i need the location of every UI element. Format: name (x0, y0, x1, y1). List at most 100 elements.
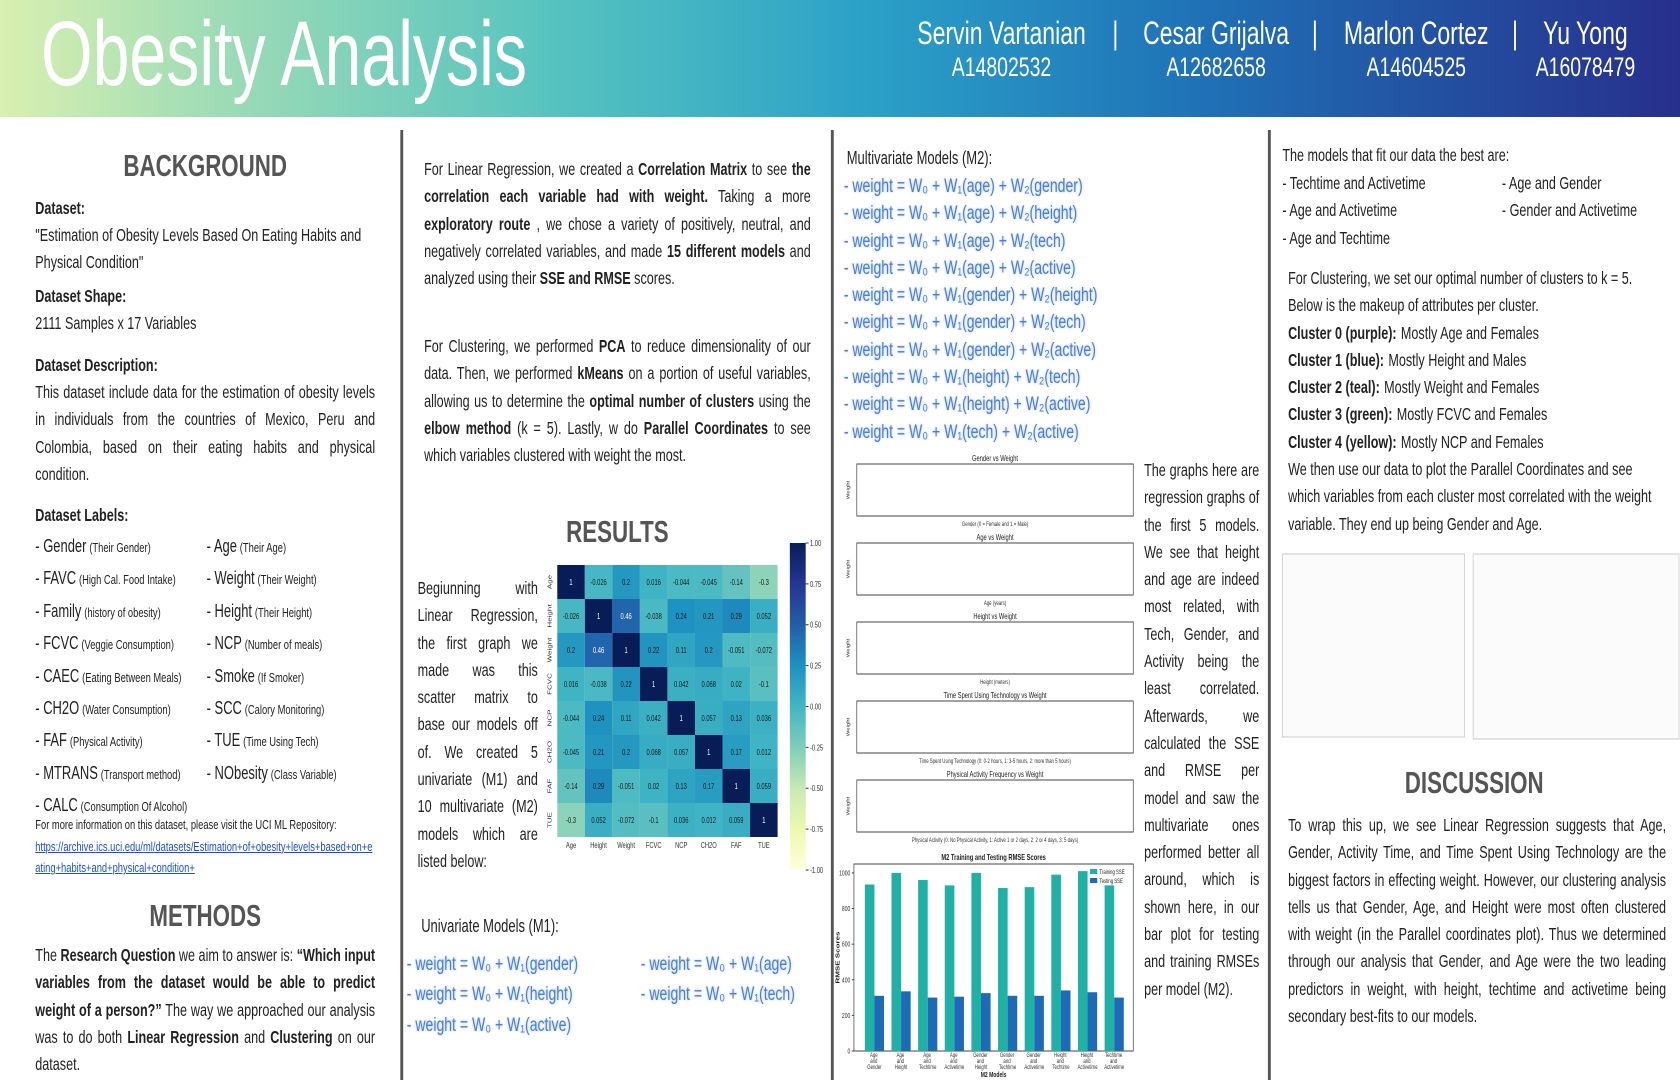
heatmap-cell (557, 701, 585, 735)
column-divider (400, 130, 404, 1080)
text-segment: 15 different models (666, 240, 785, 261)
cell-label: 0.17 (703, 783, 714, 791)
colorbar-tick-label: 0.75 (810, 581, 821, 589)
panel-xlabel: Physical Activity (0: No Physical Activi… (912, 837, 1078, 844)
cell-label: 0.042 (646, 715, 661, 723)
cluster-text: Mostly FCVC and Females (1396, 404, 1548, 425)
label-item: - CALC (Consumption Of Alcohol) (35, 790, 206, 822)
heatmap-cell (667, 769, 695, 803)
text-segment: For Clustering, we performed (424, 336, 599, 356)
cell-label: 0.012 (702, 817, 717, 825)
colorbar-tick-label: -0.50 (810, 786, 823, 794)
cell-label: -0.1 (649, 817, 659, 825)
cell-label: 1 (707, 749, 710, 757)
bar (954, 996, 964, 1051)
cluster-text: Mostly Height and Males (1388, 349, 1527, 370)
cell-label: 0.24 (676, 613, 687, 621)
label-item: - Height (Their Height) (207, 596, 375, 628)
model-equation: - weight = W₀ + W₁(tech) (640, 983, 795, 1006)
cell-label: 0.036 (674, 817, 689, 825)
cluster-scatter-figure (1281, 553, 1465, 738)
author-id: A14604525 (1366, 52, 1466, 82)
best-list: - Techtime and Activetime - Age and Gende… (1282, 170, 1666, 252)
model-equation: - weight = W₀ + W₁(gender) + W₂(height) (843, 284, 1098, 307)
best-model: - Age and Gender (1501, 173, 1602, 193)
label-note: (Their Age) (239, 540, 287, 555)
label-name: - Age (206, 536, 237, 556)
heatmap-cell (750, 701, 778, 735)
bar (944, 885, 955, 1051)
label-name: - MTRANS (35, 762, 98, 783)
panel-xlabel: Height (meters) (980, 679, 1010, 686)
label-note: (history of obesity) (84, 604, 161, 620)
panel-ylabel: Weight (846, 480, 851, 499)
separator: | (1112, 15, 1119, 51)
heatmap-cell (694, 565, 723, 599)
colorbar-tick-label: 1.00 (810, 540, 821, 548)
heatmap-cell (557, 565, 585, 599)
text-segment: The (35, 945, 61, 965)
cell-label: -0.14 (564, 783, 577, 791)
heatmap-cell (694, 599, 723, 633)
section-heading: RESULTS (566, 514, 669, 549)
y-tick-label: 800 (842, 905, 851, 913)
cell-label: 0.17 (731, 749, 742, 757)
cell-label: -0.038 (646, 613, 662, 621)
bar (1034, 995, 1044, 1051)
bar (981, 993, 991, 1051)
linear-text: For Linear Regression, we created a Corr… (424, 156, 811, 292)
text-segment: to reduce dimensionality of our data. Th… (424, 336, 811, 384)
cell-label: 0.13 (676, 783, 687, 791)
bar (1077, 871, 1088, 1051)
text-segment: and (238, 1026, 271, 1047)
text-segment: kMeans (577, 363, 624, 384)
heatmap-cell (557, 769, 585, 803)
x-tick-label: Age and Gender (867, 1052, 882, 1071)
label-line: and (977, 1058, 985, 1065)
heatmap-cell (722, 735, 751, 769)
label-name: - TUE (206, 730, 241, 751)
heatmap-cell (750, 599, 778, 633)
bar (1024, 887, 1035, 1051)
panel-title: Physical Activity Frequency vs Weight (947, 771, 1044, 779)
cell-label: 0.052 (757, 613, 772, 621)
panel-ylabel: Weight (846, 559, 851, 578)
cluster-label: Cluster 4 (yellow): (1288, 431, 1397, 452)
bar (1007, 995, 1018, 1051)
field-text: This dataset include data for the estima… (35, 382, 376, 484)
text-segment: optimal number of clusters (589, 390, 755, 411)
panel-title: Height vs Weight (973, 613, 1016, 621)
heatmap-cell (750, 769, 778, 803)
text-segment: Clustering (270, 1026, 333, 1047)
colorbar-tick-label: 0.50 (810, 622, 821, 630)
best-model: - Age and Techtime (1282, 227, 1390, 248)
text-segment: Taking a more (707, 186, 811, 207)
m1-list: - weight = W₀ + W₁(gender) - weight = W₀ … (407, 949, 810, 1040)
panel-title: Gender vs Weight (972, 455, 1018, 463)
label-line: Age (870, 1052, 879, 1059)
y-tick-label: CH2O (547, 740, 553, 763)
legend-swatch (1090, 869, 1098, 874)
cell-label: -0.051 (728, 647, 744, 655)
colorbar-tick-label: -0.25 (810, 745, 823, 753)
author-id: A14802532 (951, 52, 1052, 82)
cell-label: -0.072 (756, 647, 772, 655)
label-name: - FAVC (35, 568, 77, 589)
x-tick-label: Gender and Activetime (1024, 1052, 1044, 1071)
text-segment: on a portion of useful variables, allowi… (424, 363, 811, 411)
separator: | (1512, 15, 1518, 51)
cell-label: -0.1 (759, 681, 769, 689)
cell-label: 0.11 (621, 715, 632, 723)
label-note: (Their Weight) (257, 572, 317, 588)
heatmap-cell (584, 769, 613, 803)
heatmap-cell (612, 803, 640, 837)
cluster-item: Cluster 3 (green): Mostly FCVC and Female… (1288, 401, 1666, 428)
cell-label: -0.044 (673, 579, 689, 587)
m2-list: - weight = W₀ + W₁(age) + W₂(gender) - we… (844, 173, 1262, 446)
cell-label: 0.22 (648, 647, 659, 655)
text-segment: we aim to answer is: (175, 945, 297, 965)
cluster-label: Cluster 3 (green): (1288, 404, 1393, 425)
field-label: Dataset Shape: (35, 286, 127, 306)
dataset-link[interactable]: https://archive.ics.uci.edu/ml/datasets/… (35, 838, 373, 876)
text-segment: elbow method (424, 417, 512, 438)
